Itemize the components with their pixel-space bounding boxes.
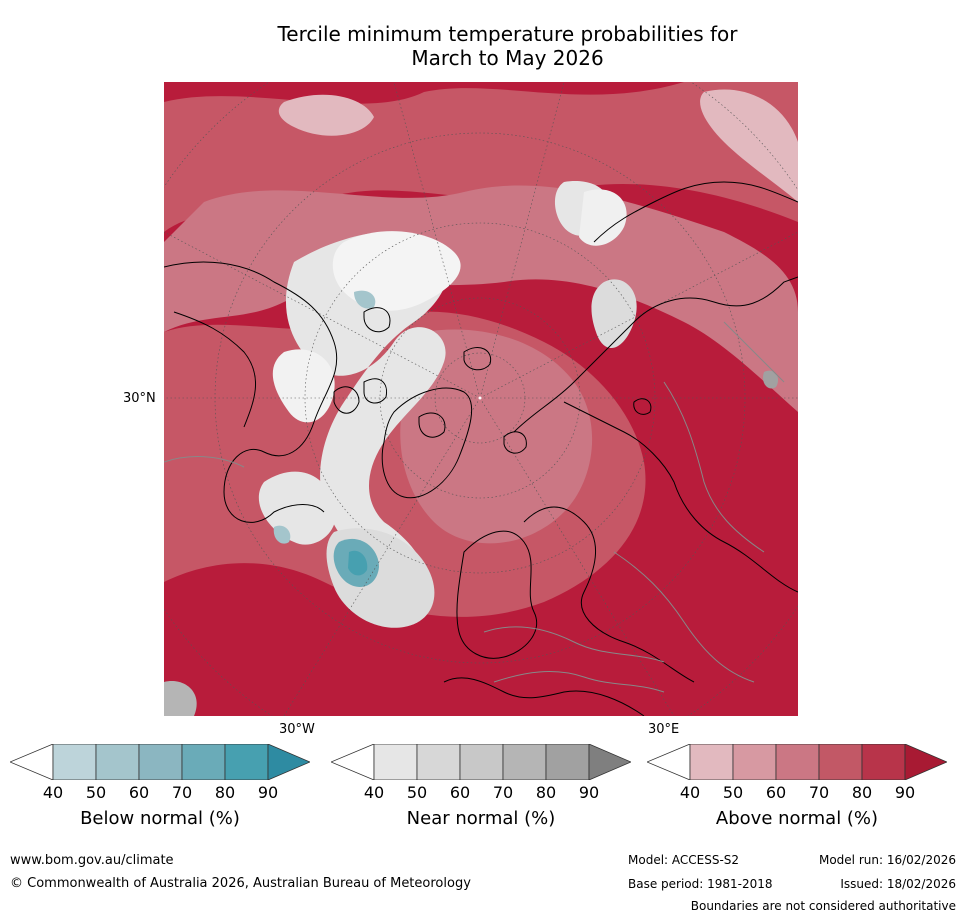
- colorbar-segment: [373, 744, 418, 780]
- colorbar-label-near: Near normal (%): [406, 808, 556, 829]
- colorbar-segment: [545, 744, 590, 780]
- coastlines: [164, 181, 798, 716]
- near-normal-region: [579, 189, 627, 246]
- colorbar-segment: [775, 744, 820, 780]
- colorbar-segment: [689, 744, 734, 780]
- colorbar-label-above: Above normal (%): [715, 808, 879, 829]
- tick-label: 80: [535, 783, 557, 802]
- north-pole-marker: [478, 396, 482, 400]
- tick-label: 40: [679, 783, 701, 802]
- tick-label: 80: [851, 783, 873, 802]
- tick-label: 70: [171, 783, 193, 802]
- tick-label: 60: [765, 783, 787, 802]
- colorbar-segment: [502, 744, 547, 780]
- near-normal-region: [763, 370, 779, 389]
- tick-label: 90: [257, 783, 279, 802]
- borders: [164, 321, 785, 693]
- colorbar-above-normal: [647, 744, 947, 780]
- model-text: Model: ACCESS-S2: [628, 853, 740, 867]
- below-normal-region: [348, 550, 368, 576]
- colorbar-extension-high: [267, 744, 310, 780]
- colorbar-extension-low: [10, 744, 54, 780]
- above-normal-band: [400, 329, 593, 544]
- below-normal-region: [354, 290, 376, 309]
- colorbar-below-normal: [10, 744, 310, 780]
- boundaries-disclaimer: Boundaries are not considered authoritat…: [690, 899, 956, 913]
- near-normal-region: [164, 681, 197, 716]
- colorbar-extension-low: [647, 744, 691, 780]
- tick-label: 40: [42, 783, 64, 802]
- above-normal-weak: [278, 94, 374, 136]
- colorbar-near-normal: [331, 744, 631, 780]
- title-line-2: March to May 2026: [411, 46, 604, 70]
- base-period-text: Base period: 1981-2018: [628, 877, 773, 891]
- map-svg: [164, 82, 798, 716]
- model-run-text: Model run: 16/02/2026: [818, 853, 956, 867]
- colorbar-segment: [459, 744, 504, 780]
- colorbar-segment: [818, 744, 863, 780]
- tick-label: 80: [214, 783, 236, 802]
- tick-label: 60: [128, 783, 150, 802]
- chart-title: Tercile minimum temperature probabilitie…: [0, 22, 965, 70]
- title-line-1: Tercile minimum temperature probabilitie…: [277, 22, 738, 46]
- colorbar-extension-high: [588, 744, 631, 780]
- tick-label: 60: [449, 783, 471, 802]
- colorbar-segment: [732, 744, 777, 780]
- copyright-text: © Commonwealth of Australia 2026, Austra…: [10, 876, 471, 891]
- colorbar-segment: [52, 744, 97, 780]
- colorbar-segment: [416, 744, 461, 780]
- colorbar-segment: [138, 744, 183, 780]
- near-normal-region: [332, 231, 461, 311]
- near-normal-region: [285, 231, 449, 603]
- colorbar-extension-high: [904, 744, 947, 780]
- tick-label: 50: [722, 783, 744, 802]
- tick-label: 90: [894, 783, 916, 802]
- tick-label: 40: [363, 783, 385, 802]
- tick-label: 70: [808, 783, 830, 802]
- tick-label: 70: [492, 783, 514, 802]
- colorbar-segment: [224, 744, 269, 780]
- colorbar-segment: [95, 744, 140, 780]
- graticule: [164, 82, 798, 716]
- above-normal-band: [164, 185, 798, 412]
- probability-map: [164, 82, 798, 716]
- issued-text: Issued: 18/02/2026: [840, 877, 956, 891]
- tick-label: 50: [406, 783, 428, 802]
- lat-label-30n: 30°N: [123, 391, 156, 406]
- near-normal-region: [272, 349, 335, 423]
- above-normal-weak: [700, 89, 798, 202]
- tick-label: 50: [85, 783, 107, 802]
- lon-label-30w: 30°W: [279, 722, 315, 737]
- lon-label-30e: 30°E: [648, 722, 680, 737]
- colorbar-segment: [861, 744, 906, 780]
- colorbar-segment: [181, 744, 226, 780]
- tick-label: 90: [578, 783, 600, 802]
- below-normal-region: [273, 525, 291, 544]
- colorbar-label-below: Below normal (%): [80, 808, 240, 829]
- website-link[interactable]: www.bom.gov.au/climate: [10, 853, 174, 868]
- colorbar-extension-low: [331, 744, 375, 780]
